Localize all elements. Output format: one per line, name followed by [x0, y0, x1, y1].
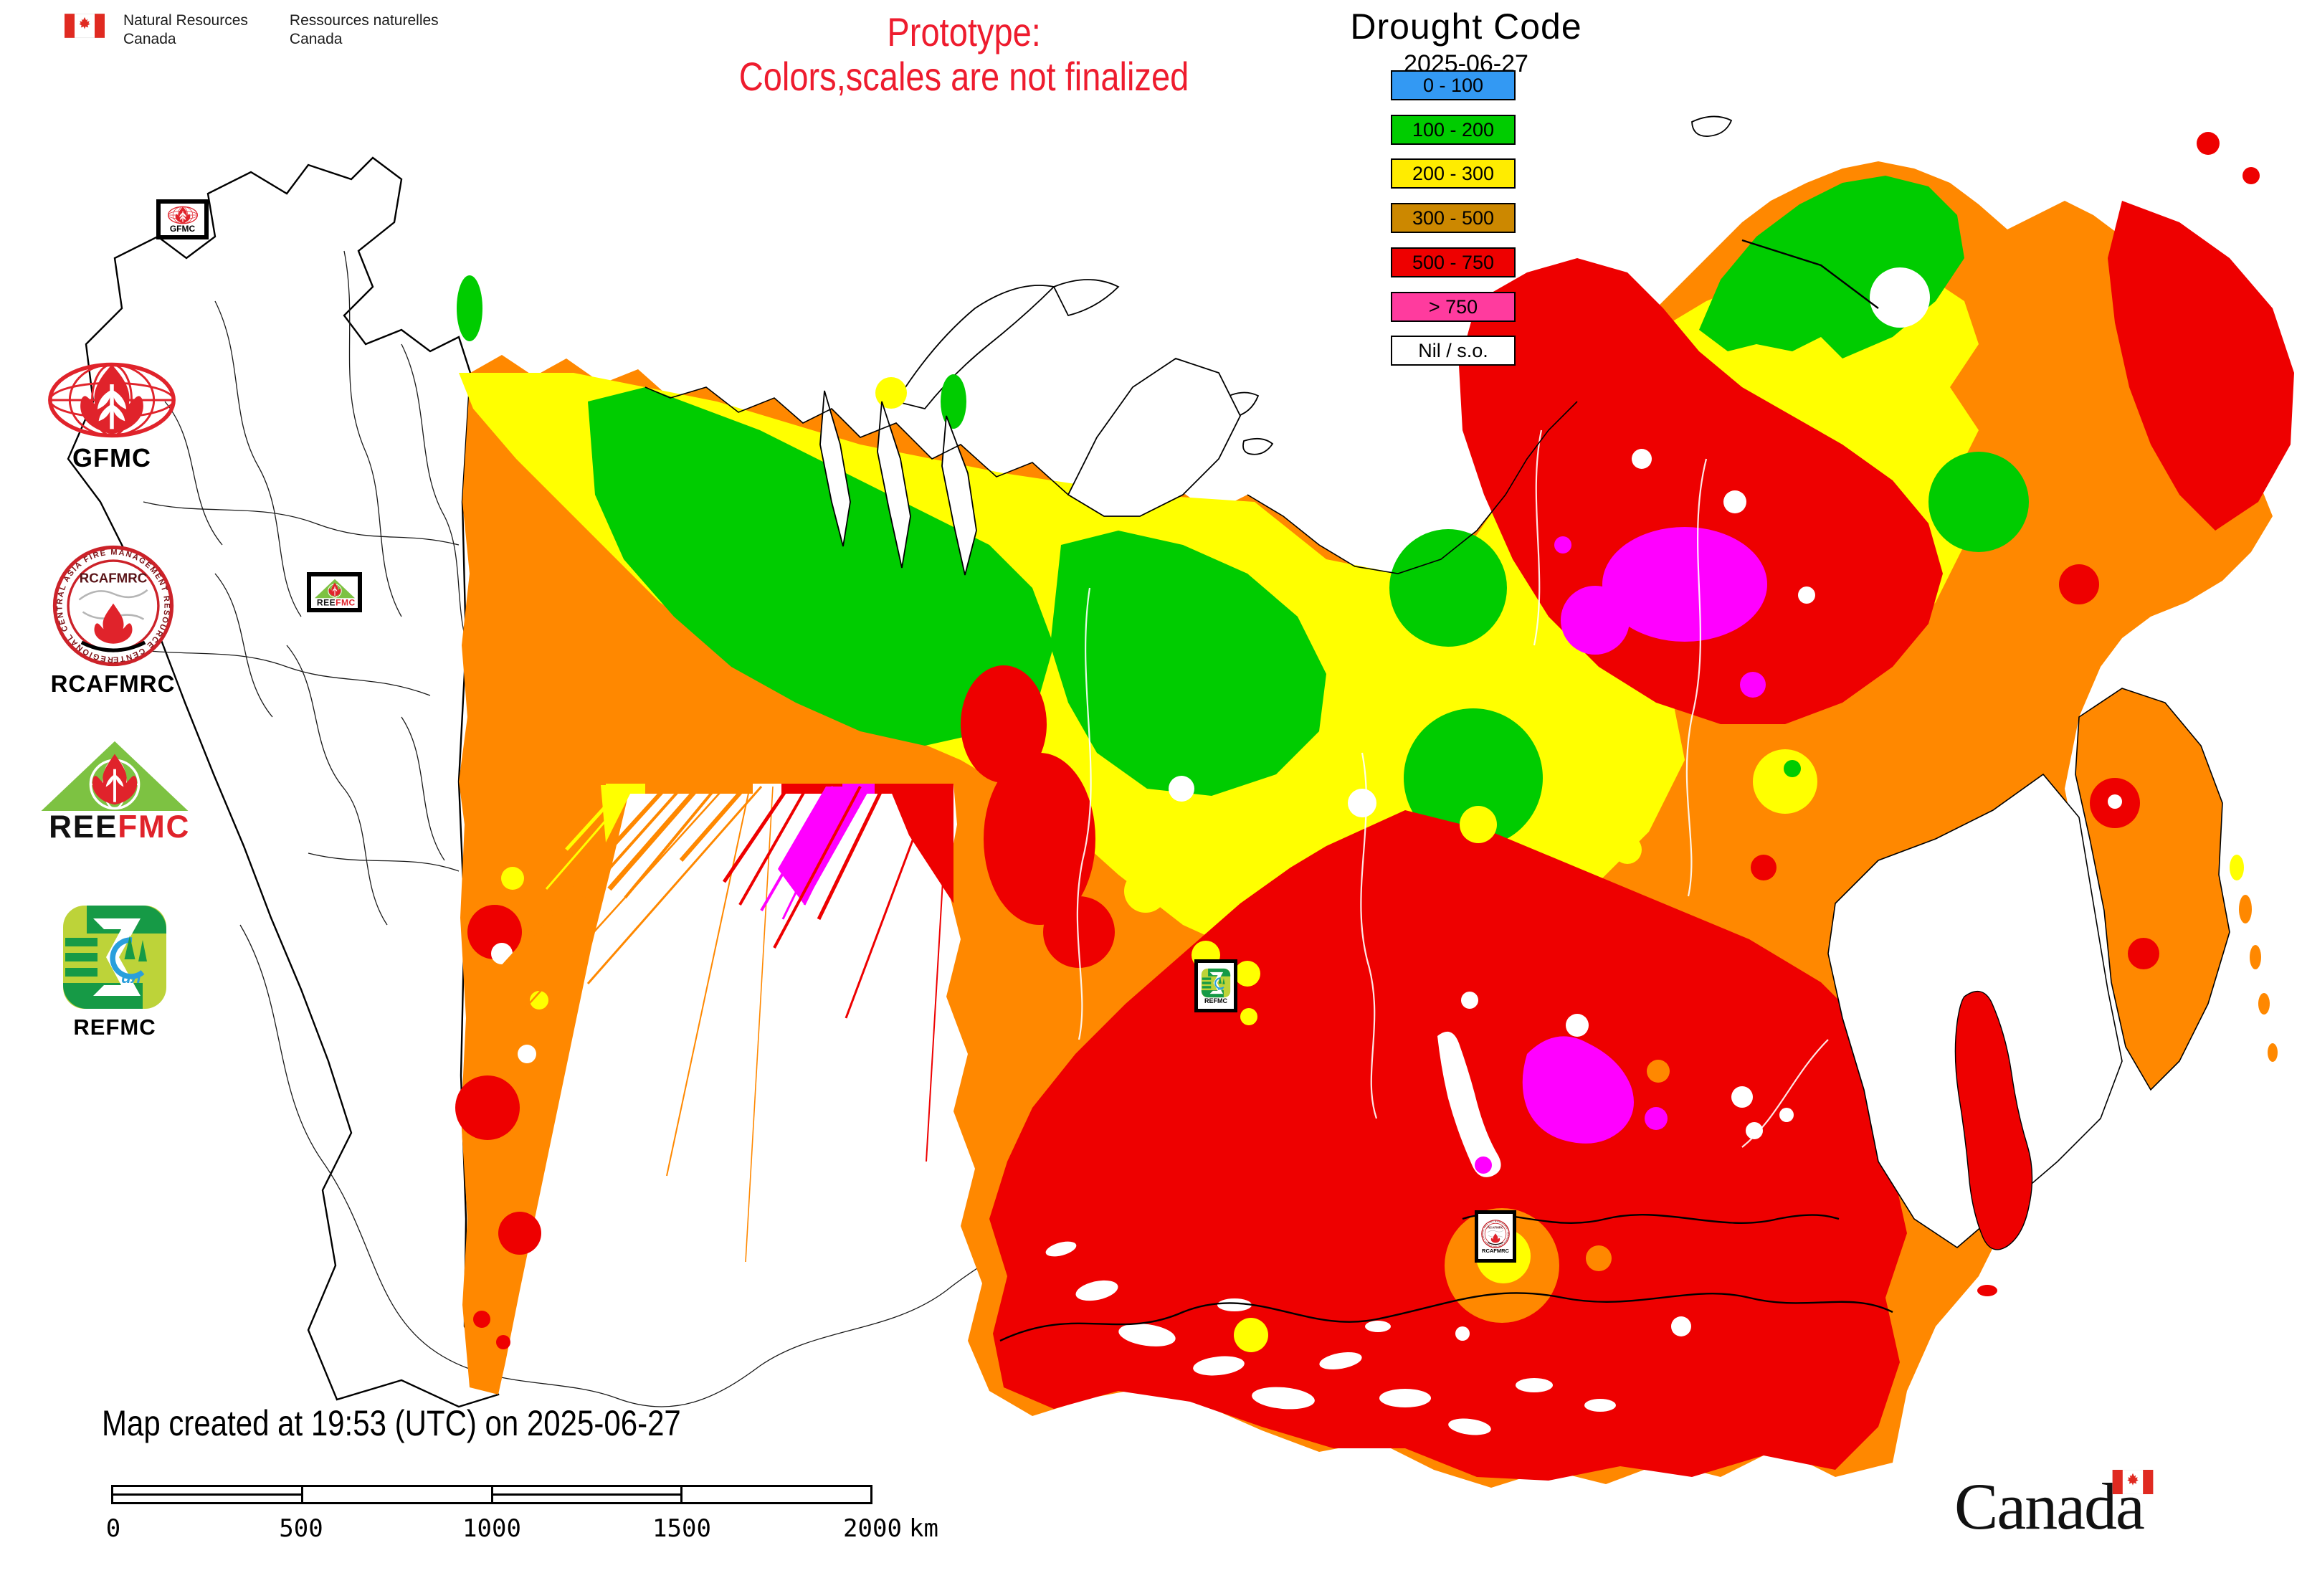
west-internal-borders	[114, 250, 1001, 1407]
legend-item-100-200: 100 - 200	[1391, 115, 1516, 145]
rcafmrc-logo-icon	[52, 545, 174, 667]
rcafmrc-caption: RCAFMRC	[50, 670, 176, 697]
refmc-map-marker: REFMC	[1194, 959, 1237, 1012]
nrcan-signature: Natural Resources Canada Ressources natu…	[65, 11, 439, 49]
legend-item-200-300: 200 - 300	[1391, 158, 1516, 189]
nrcan-en-line2: Canada	[123, 31, 176, 47]
refmc-marker-icon	[1201, 968, 1231, 998]
legend-title: Drought Code	[1350, 6, 1582, 47]
reefmc-logo-icon	[39, 738, 191, 840]
west-column-details	[455, 867, 548, 1349]
gfmc-logo-icon	[42, 361, 182, 440]
scale-unit: km	[909, 1514, 938, 1543]
canada-flag-icon	[65, 13, 105, 39]
legend-item-nil: Nil / s.o.	[1391, 336, 1516, 366]
gfmc-logo: GFMC	[40, 361, 184, 473]
reefmc-map-marker	[307, 572, 362, 612]
warning-line1: Prototype:	[887, 9, 1042, 54]
refmc-logo: REFMC	[57, 903, 172, 1040]
refmc-marker-label: REFMC	[1204, 997, 1227, 1004]
canada-wordmark-flag-icon	[2112, 1470, 2154, 1494]
rcafmrc-logo: RCAFMRC	[50, 545, 176, 698]
refmc-logo-icon	[61, 903, 168, 1011]
nrcan-en-line1: Natural Resources	[123, 12, 248, 29]
rcafmrc-marker-icon	[1481, 1220, 1510, 1248]
reefmc-logo	[37, 738, 191, 844]
estuaries	[819, 358, 1242, 576]
nrcan-fr-line1: Ressources naturelles	[289, 12, 439, 29]
gfmc-map-marker: GFMC	[156, 199, 209, 239]
rcafmrc-map-marker: RCAFMRC	[1475, 1210, 1516, 1263]
legend-item-500-750: 500 - 750	[1391, 247, 1516, 277]
canada-wordmark: Canada	[1954, 1468, 2144, 1544]
gfmc-marker-label: GFMC	[169, 224, 196, 234]
scatter-dots	[1124, 392, 1817, 1352]
gfmc-caption: GFMC	[72, 443, 151, 472]
scale-segment-4	[682, 1487, 870, 1502]
scale-tick-1000: 1000	[462, 1514, 521, 1543]
warning-line2: Colors,scales are not finalized	[739, 54, 1189, 99]
legend-item-300-500: 300 - 500	[1391, 203, 1516, 233]
scale-tick-2000: 2000	[843, 1514, 902, 1543]
scale-segment-3	[493, 1487, 683, 1502]
render-glitch-streaks	[500, 784, 953, 1263]
scale-tick-labels: 0 500 1000 1500 2000 km	[0, 1514, 1004, 1543]
rcafmrc-marker-label: RCAFMRC	[1482, 1247, 1509, 1254]
nrcan-english: Natural Resources Canada	[123, 11, 248, 49]
drought-data-layers	[455, 132, 2294, 1488]
nrcan-fr-line2: Canada	[289, 31, 343, 47]
scale-tick-500: 500	[279, 1514, 323, 1543]
refmc-caption: REFMC	[73, 1015, 156, 1040]
mountain-speckle	[1045, 1241, 1616, 1435]
scale-segment-2	[303, 1487, 493, 1502]
prototype-warning: Prototype: Colors,scales are not finaliz…	[663, 10, 1265, 99]
admin-borders	[999, 239, 1893, 1342]
legend-item-gt-750: > 750	[1391, 292, 1516, 322]
kuril-islands	[2230, 855, 2278, 1062]
gfmc-marker-icon	[166, 206, 199, 224]
rivers	[1076, 429, 1829, 1148]
map-created-timestamp: Map created at 19:53 (UTC) on 2025-06-27	[102, 1403, 681, 1443]
scale-bar	[111, 1485, 872, 1504]
reefmc-marker-icon	[314, 578, 356, 607]
scale-segment-1	[113, 1487, 303, 1502]
scale-tick-1500: 1500	[652, 1514, 711, 1543]
legend-item-0-100: 0 - 100	[1391, 70, 1516, 100]
west-landmass-outline	[67, 156, 1001, 1408]
scale-tick-0: 0	[105, 1514, 121, 1543]
nrcan-french: Ressources naturelles Canada	[290, 11, 439, 49]
